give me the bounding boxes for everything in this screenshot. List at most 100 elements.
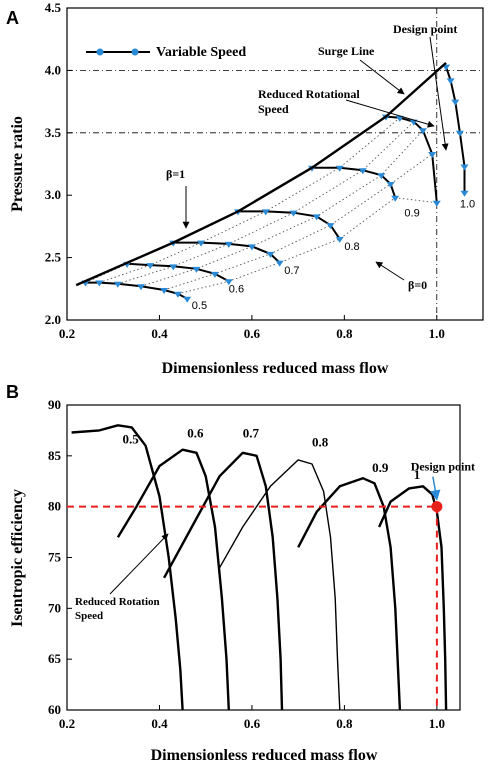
data-marker [446,78,455,85]
data-marker [432,200,441,207]
panel-a-speed-labels: 0.5 0.6 0.7 0.8 0.9 1.0 [192,199,475,312]
speed-label: 0.7 [243,426,260,441]
data-marker [460,190,469,197]
speed-line-1.0 [445,66,466,193]
speed-label: 1.0 [460,199,475,211]
x-tick-label: 1.0 [429,326,445,341]
data-marker [261,209,270,216]
data-marker [460,164,469,171]
operating-line [117,121,415,285]
panel-b-label: B [6,382,19,402]
speed-line-0.7 [173,241,281,264]
panel-b-speed-labels: 0.5 0.6 0.7 0.8 0.9 1 [122,426,420,483]
speed-label: 0.9 [404,207,419,219]
data-marker [113,281,122,288]
data-marker [95,280,104,287]
panel-a-x-axis-title: Dimensionless reduced mass flow [162,360,389,377]
speed-label: 0.8 [312,435,329,450]
legend-marker [131,48,139,56]
y-tick-label: 2.0 [45,312,61,327]
y-tick-label: 85 [48,448,62,463]
data-marker [210,271,219,278]
data-marker [377,173,386,180]
y-tick-label: 4.0 [45,62,61,77]
legend-label: Variable Speed [156,45,246,60]
x-tick-label: 0.6 [244,326,261,341]
data-marker [146,263,155,270]
panel-b-y-axis-title: Isentropic efficiency [9,489,26,627]
y-tick-label: 3.5 [45,125,62,140]
efficiency-line-0.6 [116,448,230,711]
annotation-beta0: β=0 [408,278,427,292]
data-marker [358,168,367,175]
efficiency-line-0.8 [218,459,341,711]
panel-b-series [71,424,448,711]
panel-a-plot-frame [66,7,484,321]
annotation-design-point: Design point [393,22,457,36]
x-tick-label: 1.0 [429,716,445,731]
speed-label: 0.6 [187,426,204,441]
design-point-marker [431,501,443,513]
legend-marker [96,48,104,56]
x-tick-label: 0.2 [59,716,75,731]
panel-a-series [75,62,469,303]
panel-a: A 0.2 0.4 0.6 0.8 1.02.02.53.03.54.04.5 0.50… [6,0,484,377]
panel-b-ticks: 0.2 0.4 0.6 0.8 1.0 60 65 70 75 80 85 90 [48,397,445,731]
operating-line [177,197,437,295]
data-marker [183,296,192,303]
y-tick-label: 3.0 [45,187,61,202]
x-tick-label: 0.6 [244,716,261,731]
x-tick-label: 0.4 [151,716,168,731]
data-marker [312,214,321,221]
y-tick-label: 80 [48,499,61,514]
data-marker [418,128,427,135]
panel-b-plot-frame [66,404,461,711]
speed-line-0.5 [85,281,188,300]
panel-a-legend: Variable Speed [86,45,246,60]
data-marker [386,181,395,188]
operating-line [99,117,401,284]
reduced-speed-arrow [345,99,435,128]
annotation-reduced-speed-2: Speed [258,102,289,116]
data-marker [173,291,182,298]
annotation-reduced-rotation-2: Speed [75,610,103,622]
panel-a-y-axis-title: Pressure ratio [9,116,26,212]
y-tick-label: 75 [48,550,62,565]
data-marker [224,279,233,286]
data-marker [335,165,344,172]
panel-b-x-axis-title: Dimensionless reduced mass flow [151,747,378,764]
x-tick-label: 0.8 [336,326,353,341]
annotation-beta1: β=1 [166,167,185,181]
annotation-surge-line: Surge Line [318,44,375,58]
data-marker [455,130,464,137]
x-tick-label: 0.8 [336,716,353,731]
data-marker [192,266,201,273]
data-marker [136,284,145,291]
data-marker [335,236,344,243]
speed-label: 1 [414,467,421,482]
data-marker [428,152,437,159]
data-marker [169,264,178,271]
data-marker [197,240,206,247]
design-point-arrow [429,36,449,151]
efficiency-line-0.5 [71,424,184,711]
speed-label: 0.5 [122,432,139,447]
design-point-arrow [430,476,441,501]
x-tick-label: 0.2 [59,326,75,341]
beta0-arrow [375,261,405,281]
speed-line-0.8 [238,210,341,240]
data-marker [247,244,256,251]
data-marker [326,223,335,230]
operating-line [140,129,424,287]
data-marker [395,115,404,122]
annotation-reduced-rotation-1: Reduced Rotation [75,596,160,608]
efficiency-line-0.7 [163,451,284,711]
y-tick-label: 70 [48,600,61,615]
design-point-label: Design point [411,460,475,474]
y-tick-label: 90 [48,397,61,412]
surge-line-arrow [359,59,405,95]
data-marker [451,99,460,106]
panel-a-label: A [6,8,19,28]
y-tick-label: 65 [48,651,62,666]
